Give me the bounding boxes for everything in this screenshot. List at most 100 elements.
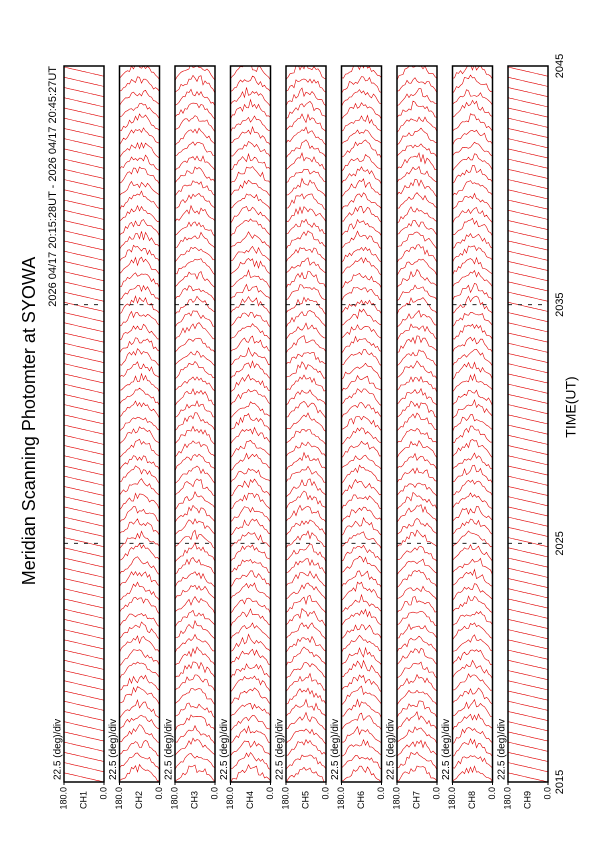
scan-trace xyxy=(341,531,382,550)
scan-trace xyxy=(175,753,215,770)
scan-trace xyxy=(452,634,493,652)
scan-trace xyxy=(508,138,548,149)
scan-trace xyxy=(452,687,493,705)
scan-trace xyxy=(175,465,215,484)
scan-trace xyxy=(341,257,382,276)
scan-trace xyxy=(230,166,271,184)
scan-trace xyxy=(341,555,382,574)
x-tick-label: 2015 xyxy=(554,770,566,794)
panel-label: CH2 xyxy=(134,791,144,809)
scan-trace xyxy=(230,467,271,483)
scan-trace xyxy=(230,140,271,158)
scan-trace xyxy=(508,588,548,599)
scan-trace xyxy=(452,312,493,327)
scan-traces xyxy=(508,66,548,782)
scan-trace xyxy=(175,764,215,782)
scan-trace xyxy=(230,608,271,628)
scan-trace xyxy=(397,623,437,639)
scan-trace xyxy=(508,424,548,435)
y-tick-label: 180.0 xyxy=(447,787,457,810)
scan-trace xyxy=(397,297,437,315)
scan-trace xyxy=(119,337,160,354)
scan-trace xyxy=(286,168,326,183)
subtitle: 2026 04/17 20:15:28UT - 2026 04/17 20:45… xyxy=(47,66,59,307)
scan-trace xyxy=(508,158,548,169)
scan-trace xyxy=(286,218,326,235)
scan-trace xyxy=(64,537,104,547)
scan-trace xyxy=(175,714,215,732)
scan-trace xyxy=(341,246,382,263)
scan-trace xyxy=(119,387,160,406)
scan-trace xyxy=(508,281,548,292)
scan-trace xyxy=(452,583,493,601)
scan-trace xyxy=(508,567,548,578)
scan-traces xyxy=(230,66,271,782)
scan-trace xyxy=(175,102,215,120)
scan-trace xyxy=(119,348,160,367)
scan-trace xyxy=(64,588,104,599)
scan-trace xyxy=(508,271,548,282)
scan-trace xyxy=(397,482,437,497)
scan-trace xyxy=(230,323,271,340)
scan-trace xyxy=(397,349,437,367)
scan-trace xyxy=(508,169,548,179)
scan-trace xyxy=(286,478,326,498)
scan-trace xyxy=(341,102,382,120)
scan-trace xyxy=(64,312,104,322)
scan-trace xyxy=(286,374,326,392)
scan-trace xyxy=(508,261,548,271)
scan-trace xyxy=(508,66,548,77)
scan-trace xyxy=(397,569,437,588)
scan-trace xyxy=(397,585,437,601)
scan-trace xyxy=(452,207,493,224)
scan-trace xyxy=(119,66,160,80)
scan-trace xyxy=(508,404,548,415)
panel-frame xyxy=(340,65,383,783)
scan-trace xyxy=(452,283,493,302)
scan-trace xyxy=(64,342,104,353)
scan-trace xyxy=(508,363,548,374)
scan-trace xyxy=(341,464,382,484)
scan-trace xyxy=(341,299,382,315)
scan-trace xyxy=(508,230,548,241)
scan-trace xyxy=(508,711,548,721)
scan-trace xyxy=(64,445,104,455)
scan-trace xyxy=(64,711,104,721)
y-tick-label: 180.0 xyxy=(502,787,512,810)
scan-trace xyxy=(230,597,271,614)
scan-trace xyxy=(341,738,382,757)
scan-trace xyxy=(64,435,104,445)
scan-trace xyxy=(286,352,326,365)
scan-trace xyxy=(119,180,160,196)
panel-scale: 22.5 (deg)/div xyxy=(275,719,286,780)
y-tick-label: 180.0 xyxy=(114,787,124,810)
scan-trace xyxy=(452,233,493,250)
scan-trace xyxy=(508,547,548,558)
scan-trace xyxy=(508,179,548,189)
scan-trace xyxy=(64,424,104,435)
scan-trace xyxy=(452,659,493,680)
scan-trace xyxy=(175,609,215,628)
scan-trace xyxy=(230,544,271,562)
scan-trace xyxy=(286,766,326,782)
scan-trace xyxy=(119,127,160,145)
scan-trace xyxy=(286,698,326,717)
scan-trace xyxy=(175,737,215,756)
scan-trace xyxy=(286,322,326,340)
scan-trace xyxy=(230,360,271,380)
scan-trace xyxy=(341,593,382,612)
scan-trace xyxy=(119,231,160,250)
scan-trace xyxy=(119,166,160,185)
scan-trace xyxy=(175,74,215,94)
scan-trace xyxy=(341,634,382,653)
scan-trace xyxy=(508,128,548,138)
scan-trace xyxy=(286,177,326,198)
scan-trace xyxy=(230,87,271,107)
scan-trace xyxy=(452,269,493,288)
scan-trace xyxy=(64,721,104,732)
scan-trace xyxy=(341,544,382,562)
scan-trace xyxy=(286,441,326,458)
y-tick-label: 0.0 xyxy=(154,787,164,800)
scan-trace xyxy=(286,126,326,146)
